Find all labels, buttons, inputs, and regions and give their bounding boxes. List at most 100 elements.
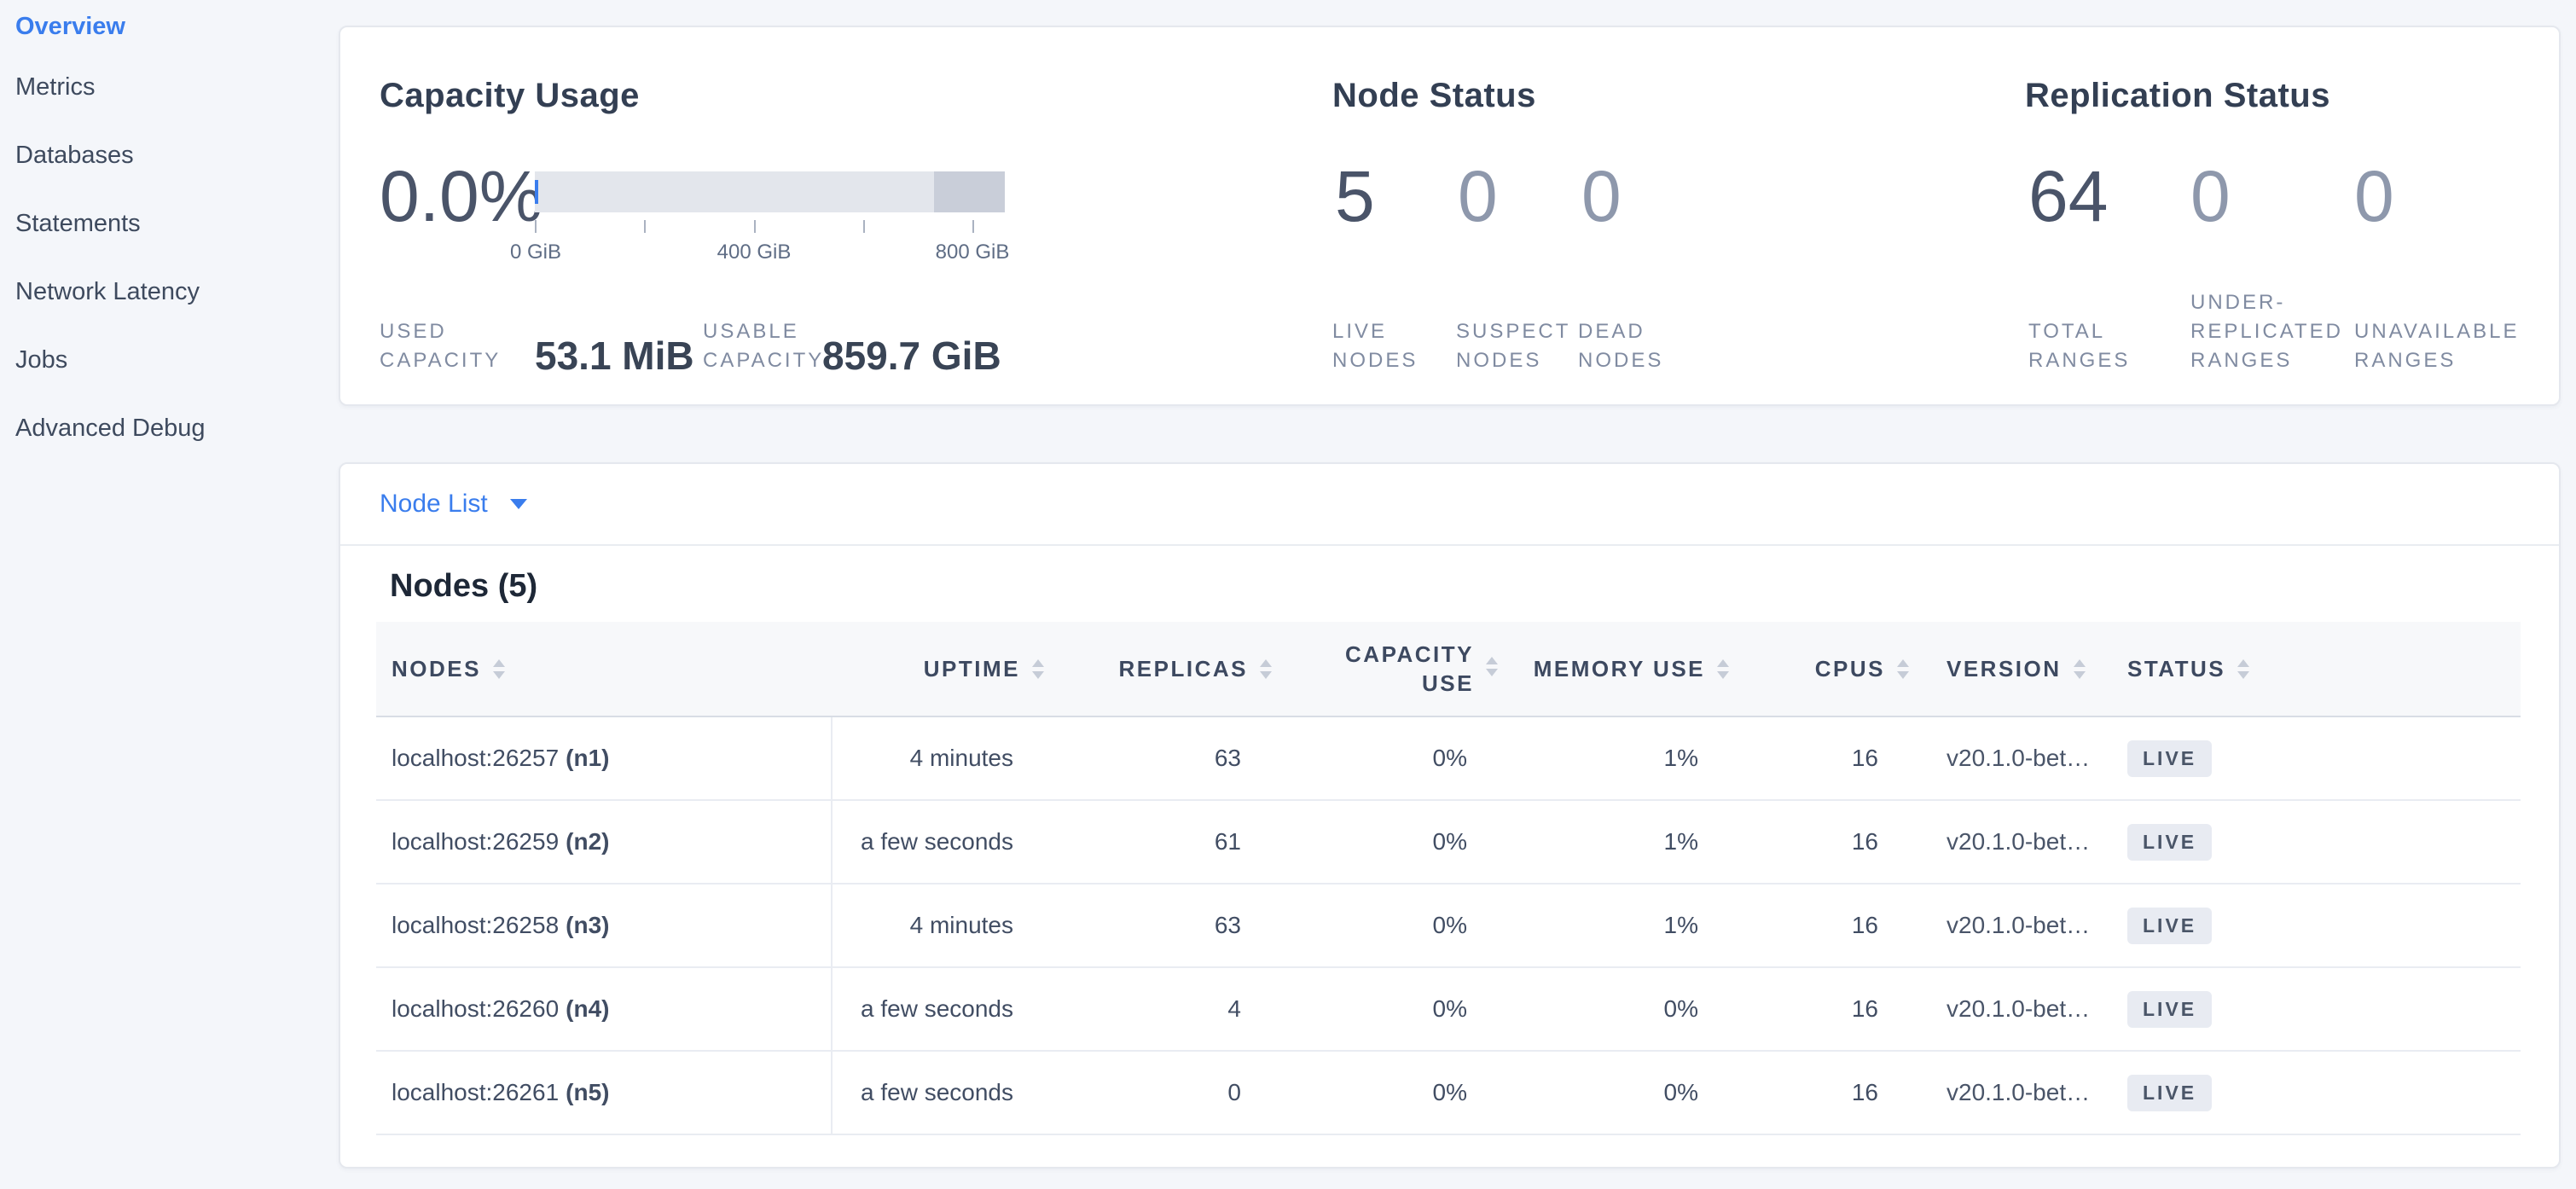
capacity-gauge (535, 171, 1005, 212)
column-header-memory-use[interactable]: MEMORY USE (1498, 656, 1729, 682)
under-replicated-ranges-count: 0 (2190, 156, 2231, 236)
node-address-link[interactable]: localhost:26260 (392, 995, 560, 1022)
unavailable-ranges-label: UNAVAILABLE RANGES (2354, 320, 2520, 372)
column-header-replicas[interactable]: REPLICAS (1044, 656, 1272, 682)
replicas-cell: 0 (1227, 1079, 1241, 1105)
table-header-row: NODES UPTIME REPLICAS CAPACITY USE MEMOR… (376, 622, 2521, 717)
table-row[interactable]: localhost:26260 (n4) a few seconds 4 0% 0… (376, 968, 2521, 1052)
sidebar-item[interactable]: Advanced Debug (15, 414, 206, 442)
table-row[interactable]: localhost:26259 (n2) a few seconds 61 0% … (376, 801, 2521, 884)
sort-icon (2073, 658, 2086, 679)
sidebar-item[interactable]: Network Latency (15, 277, 200, 305)
node-id: (n2) (566, 828, 610, 855)
sidebar: Overview Metrics Databases Statements Networ… (0, 0, 339, 462)
uptime-cell: a few seconds (861, 995, 1013, 1022)
axis-tick (972, 220, 974, 233)
cpus-cell: 16 (1851, 995, 1878, 1022)
sidebar-item[interactable]: Jobs (15, 345, 68, 374)
usable-capacity-label: USABLE CAPACITY (703, 320, 825, 372)
sidebar-item[interactable]: Statements (15, 209, 141, 237)
node-name-cell: localhost:26257 (n1) (376, 745, 831, 772)
total-ranges-count: 64 (2028, 156, 2109, 236)
table-row[interactable]: localhost:26258 (n3) 4 minutes 63 0% 1% 1… (376, 884, 2521, 968)
node-status-title: Node Status (1332, 77, 1536, 114)
cpus-cell: 16 (1851, 828, 1878, 855)
capacity-use-cell: 0% (1432, 912, 1467, 938)
column-header-uptime[interactable]: UPTIME (831, 656, 1044, 682)
node-address-link[interactable]: localhost:26257 (392, 745, 560, 771)
sidebar-item[interactable]: Metrics (15, 72, 96, 101)
axis-tick-label: 800 GiB (935, 241, 1010, 264)
cpus-cell: 16 (1851, 1079, 1878, 1105)
column-header-nodes[interactable]: NODES (376, 656, 831, 682)
column-header-version[interactable]: VERSION (1909, 656, 2098, 682)
status-cell: LIVE (2098, 1074, 2521, 1111)
axis-tick (863, 220, 865, 233)
version-cell: v20.1.0-bet… (1947, 745, 2091, 771)
status-badge: LIVE (2127, 907, 2213, 944)
axis-tick (535, 220, 537, 233)
capacity-use-cell: 0% (1432, 828, 1467, 855)
node-list-dropdown[interactable]: Node List (380, 490, 527, 519)
node-id: (n4) (566, 995, 610, 1022)
status-badge: LIVE (2127, 740, 2213, 777)
memory-use-cell: 1% (1663, 745, 1698, 771)
suspect-nodes-count: 0 (1458, 156, 1498, 236)
version-cell: v20.1.0-bet… (1947, 912, 2091, 938)
dead-nodes-label: DEAD NODES (1578, 320, 1664, 372)
memory-use-cell: 0% (1663, 1079, 1698, 1105)
uptime-cell: 4 minutes (909, 912, 1013, 938)
used-capacity-value: 53.1 MiB (535, 334, 694, 378)
table-body: localhost:26257 (n1) 4 minutes 63 0% 1% 1… (376, 717, 2521, 1135)
sort-icon (492, 658, 505, 679)
version-cell: v20.1.0-bet… (1947, 995, 2091, 1022)
replicas-cell: 61 (1214, 828, 1241, 855)
sort-icon (2237, 658, 2250, 679)
replicas-cell: 63 (1214, 912, 1241, 938)
suspect-nodes-label: SUSPECT NODES (1456, 320, 1570, 372)
axis-tick (644, 220, 646, 233)
column-header-status[interactable]: STATUS (2098, 656, 2521, 682)
axis-tick-label: 0 GiB (509, 241, 562, 264)
capacity-use-cell: 0% (1432, 995, 1467, 1022)
sort-icon (1486, 657, 1498, 676)
capacity-usage-title: Capacity Usage (380, 77, 640, 114)
status-cell: LIVE (2098, 740, 2521, 777)
uptime-cell: a few seconds (861, 828, 1013, 855)
capacity-use-cell: 0% (1432, 1079, 1467, 1105)
version-cell: v20.1.0-bet… (1947, 828, 2091, 855)
axis-tick (754, 220, 756, 233)
column-header-capacity-use[interactable]: CAPACITY USE (1272, 640, 1498, 698)
nodes-count-heading: Nodes (5) (390, 568, 538, 604)
status-cell: LIVE (2098, 990, 2521, 1028)
status-badge: LIVE (2127, 990, 2213, 1028)
table-row[interactable]: localhost:26261 (n5) a few seconds 0 0% 0… (376, 1052, 2521, 1135)
nodes-table: NODES UPTIME REPLICAS CAPACITY USE MEMOR… (376, 622, 2521, 1135)
sort-icon (1032, 658, 1044, 679)
node-id: (n3) (566, 912, 610, 938)
status-cell: LIVE (2098, 823, 2521, 861)
node-address-link[interactable]: localhost:26258 (392, 912, 560, 938)
sort-icon (1717, 658, 1729, 679)
table-row[interactable]: localhost:26257 (n1) 4 minutes 63 0% 1% 1… (376, 717, 2521, 801)
replication-status-title: Replication Status (2025, 77, 2330, 114)
cpus-cell: 16 (1851, 912, 1878, 938)
dead-nodes-count: 0 (1581, 156, 1622, 236)
node-id: (n1) (566, 745, 610, 771)
version-cell: v20.1.0-bet… (1947, 1079, 2091, 1105)
column-header-cpus[interactable]: CPUS (1729, 656, 1909, 682)
status-badge: LIVE (2127, 1074, 2213, 1111)
node-address-link[interactable]: localhost:26259 (392, 828, 560, 855)
column-divider (831, 717, 833, 1135)
sidebar-item[interactable]: Databases (15, 141, 134, 169)
capacity-used-percent: 0.0% (380, 156, 543, 236)
node-address-link[interactable]: localhost:26261 (392, 1079, 560, 1105)
unavailable-ranges-count: 0 (2354, 156, 2394, 236)
usable-capacity-value: 859.7 GiB (822, 334, 1001, 378)
capacity-use-cell: 0% (1432, 745, 1467, 771)
sidebar-item[interactable]: Overview (15, 12, 125, 40)
replicas-cell: 4 (1227, 995, 1241, 1022)
sort-icon (1260, 658, 1272, 679)
capacity-gauge-axis: 0 GiB 400 GiB 800 GiB (510, 220, 1009, 283)
node-list-dropdown-label: Node List (380, 490, 488, 518)
